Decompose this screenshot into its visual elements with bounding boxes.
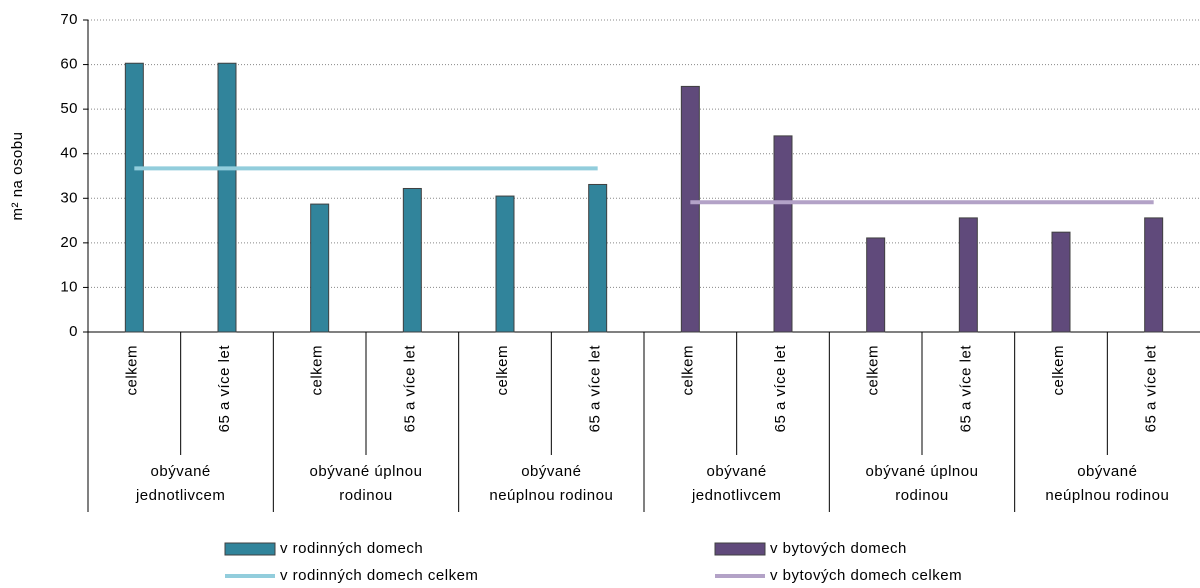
legend-label: v bytových domech celkem	[770, 567, 962, 584]
legend-swatch	[224, 542, 276, 556]
y-tick-label: 30	[60, 189, 78, 206]
y-tick-label: 70	[60, 11, 78, 28]
x-tick-label: celkem	[123, 345, 140, 396]
group-label: jednotlivcem	[135, 487, 225, 504]
bar	[217, 62, 237, 333]
x-tick-label: 65 a více let	[772, 345, 789, 433]
x-tick-label: celkem	[494, 345, 511, 396]
bar	[958, 217, 978, 333]
group-label: rodinou	[895, 487, 949, 504]
bar	[1051, 231, 1071, 333]
bar	[1144, 217, 1164, 333]
x-tick-label: celkem	[679, 345, 696, 396]
group-label: neúplnou rodinou	[489, 487, 613, 504]
x-tick-label: celkem	[1050, 345, 1067, 396]
x-tick-label: celkem	[309, 345, 326, 396]
group-label: obývané	[151, 463, 211, 480]
legend-label: v bytových domech	[770, 540, 907, 557]
x-tick-label: 65 a více let	[587, 345, 604, 433]
group-label: obývané	[1077, 463, 1137, 480]
y-tick-label: 0	[69, 323, 78, 340]
bar	[310, 203, 330, 333]
y-axis-label: m² na osobu	[9, 132, 26, 221]
legend-swatch	[714, 542, 766, 556]
y-tick-label: 50	[60, 100, 78, 117]
y-tick-label: 10	[60, 278, 78, 295]
group-label: obývané	[707, 463, 767, 480]
bar	[866, 237, 886, 333]
legend-label: v rodinných domech	[280, 540, 423, 557]
group-label: neúplnou rodinou	[1045, 487, 1169, 504]
x-tick-label: 65 a více let	[401, 345, 418, 433]
group-label: obývané	[521, 463, 581, 480]
y-tick-label: 20	[60, 234, 78, 251]
y-tick-label: 60	[60, 56, 78, 73]
group-label: obývané úplnou	[866, 463, 979, 480]
group-label: obývané úplnou	[310, 463, 423, 480]
x-tick-label: celkem	[865, 345, 882, 396]
legend-label: v rodinných domech celkem	[280, 567, 478, 584]
bar	[588, 183, 608, 333]
x-tick-label: 65 a více let	[1143, 345, 1160, 433]
bar	[680, 85, 700, 333]
bar	[495, 195, 515, 333]
bar	[402, 187, 422, 333]
x-tick-label: 65 a více let	[216, 345, 233, 433]
group-label: jednotlivcem	[691, 487, 781, 504]
x-tick-label: 65 a více let	[957, 345, 974, 433]
bar	[124, 62, 144, 333]
group-label: rodinou	[339, 487, 393, 504]
bar	[773, 135, 793, 333]
y-tick-label: 40	[60, 145, 78, 162]
